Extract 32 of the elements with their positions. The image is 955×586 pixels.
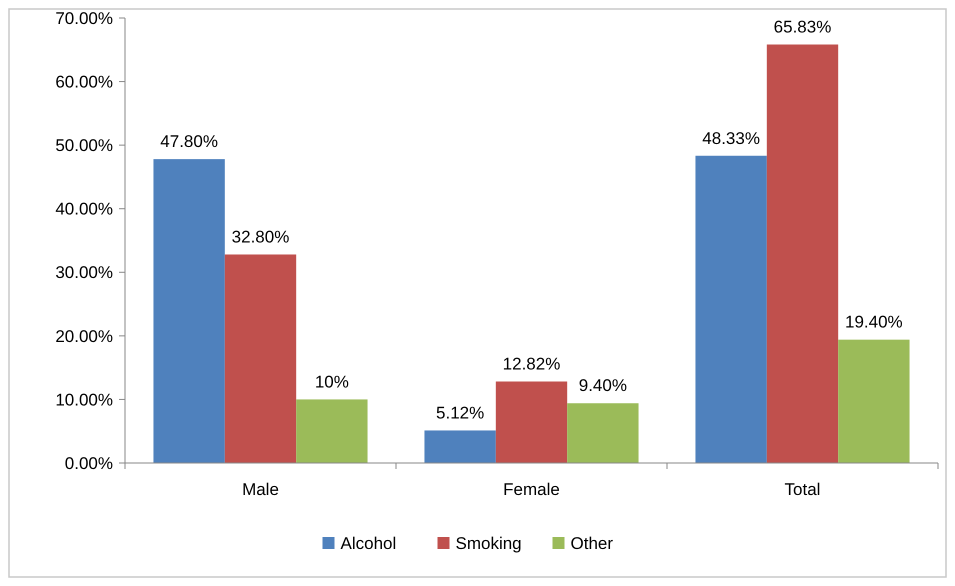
y-tick-label: 70.00% [55,8,113,28]
x-tick-label: Male [242,480,279,499]
data-label: 48.33% [702,128,760,148]
bar [424,430,496,463]
x-tick-label: Female [503,480,560,499]
bar [695,156,767,463]
y-tick-label: 60.00% [55,72,113,92]
bar [496,382,568,463]
data-label: 5.12% [436,403,484,422]
bar [838,340,910,463]
y-tick-label: 20.00% [55,326,113,346]
data-label: 32.80% [232,227,290,246]
data-label: 9.40% [578,376,627,396]
y-tick-label: 10.00% [55,390,113,410]
bar [153,159,225,463]
bar [296,399,368,463]
legend-label: Other [570,534,614,553]
y-tick-label: 50.00% [55,136,113,156]
legend-label: Smoking [456,534,522,553]
y-tick-label: 30.00% [55,263,113,282]
bar [766,44,838,463]
data-label: 47.80% [160,132,218,152]
data-label: 19.40% [845,312,903,332]
data-label: 10% [314,372,349,392]
bar [567,403,639,463]
data-label: 12.82% [502,354,560,374]
x-tick-label: Total [784,480,820,499]
data-label: 65.83% [774,18,832,37]
legend-label: Alcohol [340,534,396,553]
y-tick-label: 0.00% [64,454,113,473]
y-tick-label: 40.00% [55,200,113,219]
bar [224,254,296,463]
